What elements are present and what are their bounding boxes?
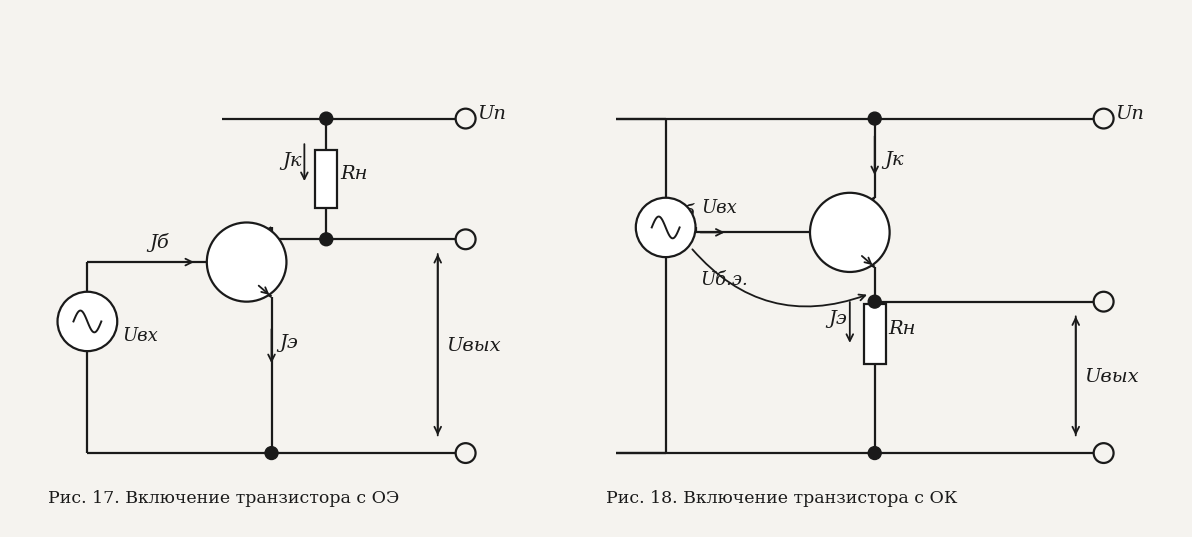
Text: Jк: Jк (884, 151, 905, 169)
Text: Uвх: Uвх (123, 327, 159, 345)
Text: Jб: Jб (149, 233, 169, 252)
Text: Jэ: Jэ (828, 310, 846, 328)
Circle shape (868, 447, 881, 460)
Circle shape (319, 233, 333, 246)
Text: Uп: Uп (478, 105, 507, 122)
Circle shape (455, 443, 476, 463)
Circle shape (1094, 443, 1113, 463)
Circle shape (811, 193, 889, 272)
Text: Рис. 18. Включение транзистора с ОК: Рис. 18. Включение транзистора с ОК (606, 490, 957, 506)
Circle shape (455, 229, 476, 249)
Text: Uп: Uп (1116, 105, 1144, 122)
Text: Uб.э.: Uб.э. (701, 271, 749, 289)
FancyBboxPatch shape (316, 150, 337, 208)
Circle shape (868, 295, 881, 308)
Text: Uвых: Uвых (1084, 368, 1138, 386)
Text: Jэ: Jэ (279, 334, 298, 352)
Circle shape (265, 447, 278, 460)
Text: Rн: Rн (888, 320, 917, 338)
Text: Рис. 17. Включение транзистора с ОЭ: Рис. 17. Включение транзистора с ОЭ (48, 490, 399, 506)
Text: Uвых: Uвых (446, 337, 501, 355)
FancyBboxPatch shape (864, 304, 886, 364)
Circle shape (319, 112, 333, 125)
Circle shape (868, 112, 881, 125)
Circle shape (1094, 108, 1113, 128)
Text: Uвх: Uвх (702, 199, 738, 216)
Circle shape (455, 108, 476, 128)
Circle shape (207, 222, 286, 302)
Text: Jк: Jк (283, 152, 302, 170)
Circle shape (1094, 292, 1113, 311)
Circle shape (635, 198, 696, 257)
Circle shape (57, 292, 117, 351)
Text: Rн: Rн (340, 165, 367, 183)
Text: Jб: Jб (676, 203, 695, 222)
